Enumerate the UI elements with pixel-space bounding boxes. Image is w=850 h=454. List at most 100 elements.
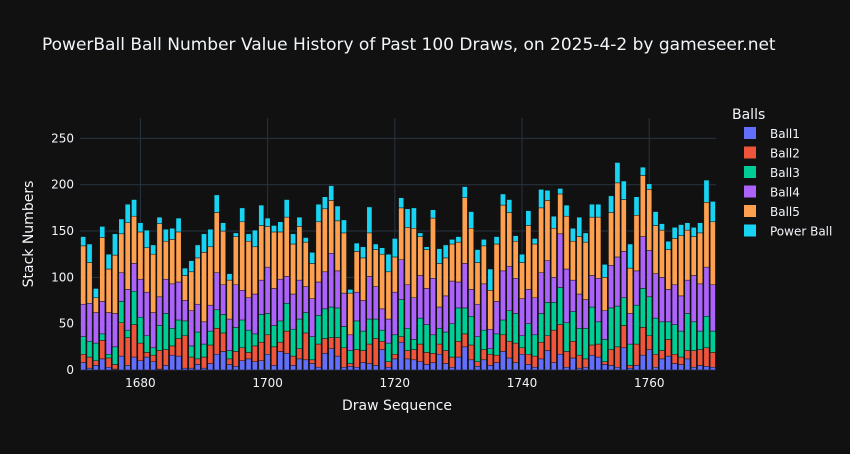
bar-segment[interactable] bbox=[633, 343, 640, 366]
bar-segment[interactable] bbox=[417, 275, 424, 319]
bar-segment[interactable] bbox=[290, 293, 296, 330]
bar-segment[interactable] bbox=[493, 243, 500, 302]
bar-segment[interactable] bbox=[137, 342, 144, 361]
bar-segment[interactable] bbox=[315, 343, 322, 368]
bar-segment[interactable] bbox=[538, 341, 544, 360]
bar-segment[interactable] bbox=[391, 291, 398, 336]
bar-segment[interactable] bbox=[182, 320, 188, 336]
bar-segment[interactable] bbox=[697, 283, 703, 332]
bar-segment[interactable] bbox=[455, 236, 462, 243]
bar-segment[interactable] bbox=[309, 298, 315, 337]
bar-segment[interactable] bbox=[468, 344, 474, 361]
bar-segment[interactable] bbox=[220, 222, 226, 232]
bar-segment[interactable] bbox=[302, 237, 309, 243]
bar-segment[interactable] bbox=[283, 276, 290, 304]
bar-segment[interactable] bbox=[481, 239, 487, 247]
bar-segment[interactable] bbox=[175, 319, 182, 339]
bar-segment[interactable] bbox=[474, 361, 481, 367]
bar-segment[interactable] bbox=[525, 210, 532, 226]
bar-segment[interactable] bbox=[379, 349, 385, 371]
bar-segment[interactable] bbox=[474, 366, 481, 371]
bar-segment[interactable] bbox=[404, 227, 411, 286]
bar-segment[interactable] bbox=[563, 351, 570, 368]
bar-segment[interactable] bbox=[442, 363, 449, 371]
bar-segment[interactable] bbox=[576, 367, 583, 371]
bar-segment[interactable] bbox=[582, 232, 589, 243]
bar-segment[interactable] bbox=[239, 319, 246, 349]
bar-segment[interactable] bbox=[347, 334, 354, 351]
bar-segment[interactable] bbox=[398, 341, 405, 371]
bar-segment[interactable] bbox=[595, 203, 602, 218]
bar-segment[interactable] bbox=[493, 362, 500, 371]
bar-segment[interactable] bbox=[334, 220, 341, 272]
bar-segment[interactable] bbox=[519, 253, 525, 263]
bar-segment[interactable] bbox=[309, 252, 315, 264]
bar-segment[interactable] bbox=[652, 354, 659, 368]
bar-segment[interactable] bbox=[430, 217, 436, 279]
bar-segment[interactable] bbox=[118, 301, 125, 323]
bar-segment[interactable] bbox=[538, 207, 544, 273]
bar-segment[interactable] bbox=[525, 364, 532, 371]
bar-segment[interactable] bbox=[703, 266, 710, 317]
bar-segment[interactable] bbox=[601, 264, 608, 278]
bar-segment[interactable] bbox=[322, 353, 328, 371]
bar-segment[interactable] bbox=[258, 279, 265, 315]
bar-segment[interactable] bbox=[678, 224, 684, 236]
bar-segment[interactable] bbox=[118, 218, 125, 235]
bar-segment[interactable] bbox=[385, 366, 392, 371]
bar-segment[interactable] bbox=[652, 225, 659, 274]
bar-segment[interactable] bbox=[461, 263, 468, 309]
legend-label[interactable]: Ball1 bbox=[770, 127, 800, 141]
bar-segment[interactable] bbox=[93, 297, 99, 313]
bar-segment[interactable] bbox=[436, 328, 443, 345]
bar-segment[interactable] bbox=[252, 333, 258, 347]
bar-segment[interactable] bbox=[640, 354, 646, 371]
bar-segment[interactable] bbox=[436, 343, 443, 355]
bar-segment[interactable] bbox=[188, 310, 195, 347]
bar-segment[interactable] bbox=[512, 313, 519, 344]
bar-segment[interactable] bbox=[194, 331, 201, 360]
bar-segment[interactable] bbox=[601, 364, 608, 371]
bar-segment[interactable] bbox=[640, 236, 646, 289]
bar-segment[interactable] bbox=[290, 355, 296, 366]
bar-segment[interactable] bbox=[264, 226, 271, 268]
bar-segment[interactable] bbox=[544, 350, 551, 371]
bar-segment[interactable] bbox=[93, 365, 99, 371]
bar-segment[interactable] bbox=[188, 345, 195, 358]
bar-segment[interactable] bbox=[366, 318, 373, 345]
bar-segment[interactable] bbox=[156, 216, 163, 224]
bar-segment[interactable] bbox=[481, 283, 487, 331]
bar-segment[interactable] bbox=[678, 356, 684, 365]
bar-segment[interactable] bbox=[213, 328, 220, 355]
bar-segment[interactable] bbox=[264, 313, 271, 336]
bar-segment[interactable] bbox=[519, 335, 525, 349]
bar-segment[interactable] bbox=[163, 228, 169, 242]
bar-segment[interactable] bbox=[487, 365, 494, 371]
bar-segment[interactable] bbox=[143, 335, 150, 353]
bar-segment[interactable] bbox=[703, 316, 710, 349]
bar-segment[interactable] bbox=[239, 290, 246, 321]
bar-segment[interactable] bbox=[322, 338, 328, 354]
bar-segment[interactable] bbox=[366, 232, 373, 277]
bar-segment[interactable] bbox=[506, 265, 513, 311]
bar-segment[interactable] bbox=[627, 267, 633, 314]
bar-segment[interactable] bbox=[353, 320, 360, 350]
bar-segment[interactable] bbox=[671, 238, 678, 286]
bar-segment[interactable] bbox=[137, 222, 144, 233]
bar-segment[interactable] bbox=[353, 349, 360, 368]
bar-segment[interactable] bbox=[525, 289, 532, 324]
bar-segment[interactable] bbox=[423, 288, 430, 325]
bar-segment[interactable] bbox=[550, 215, 557, 229]
bar-segment[interactable] bbox=[563, 268, 570, 324]
bar-segment[interactable] bbox=[576, 236, 583, 295]
bar-segment[interactable] bbox=[531, 238, 538, 245]
bar-segment[interactable] bbox=[143, 247, 150, 293]
bar-segment[interactable] bbox=[563, 322, 570, 352]
bar-segment[interactable] bbox=[665, 321, 672, 340]
bar-segment[interactable] bbox=[550, 277, 557, 303]
bar-segment[interactable] bbox=[690, 227, 697, 237]
bar-segment[interactable] bbox=[360, 350, 366, 363]
legend[interactable]: Balls Ball1 Ball2 Ball3 Ball4 Ball5 Power Bal… bbox=[732, 107, 832, 239]
bar-segment[interactable] bbox=[169, 345, 176, 356]
bar-segment[interactable] bbox=[156, 223, 163, 298]
